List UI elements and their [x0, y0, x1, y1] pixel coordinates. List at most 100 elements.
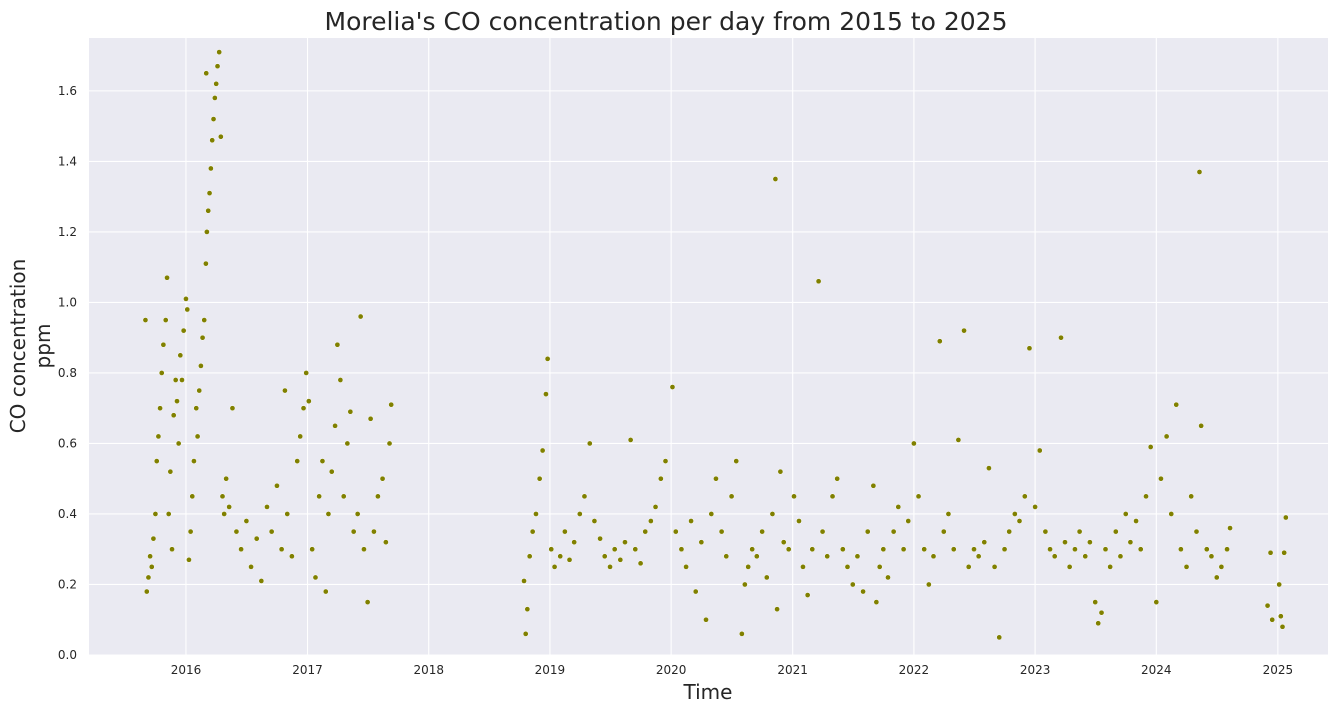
- data-point: [921, 546, 928, 553]
- data-point: [148, 564, 155, 570]
- data-point: [167, 468, 174, 475]
- data-point: [1066, 564, 1073, 570]
- data-point: [1117, 553, 1124, 560]
- data-point: [849, 581, 856, 588]
- data-point: [183, 296, 189, 302]
- data-point: [180, 327, 187, 334]
- y-axis-label-line-2: ppm: [31, 324, 55, 369]
- data-point: [522, 631, 529, 637]
- data-point: [723, 553, 730, 560]
- data-point: [975, 553, 982, 560]
- data-point: [1218, 564, 1225, 570]
- data-point: [282, 387, 288, 394]
- data-point: [386, 440, 393, 447]
- data-point: [611, 546, 618, 553]
- data-point: [191, 458, 197, 464]
- data-point: [844, 564, 851, 570]
- data-point: [571, 539, 578, 546]
- data-point: [950, 546, 957, 553]
- y-axis-label-line-1: CO concentration: [6, 259, 30, 434]
- data-point: [637, 560, 644, 567]
- data-point: [268, 528, 275, 535]
- data-point: [915, 493, 922, 500]
- data-point: [672, 528, 679, 535]
- data-point: [742, 581, 748, 588]
- data-point: [581, 493, 588, 500]
- data-point: [996, 634, 1003, 641]
- data-point: [312, 574, 319, 581]
- data-point: [713, 475, 719, 482]
- data-point: [364, 599, 371, 605]
- data-point: [1277, 613, 1284, 620]
- data-point: [1095, 620, 1102, 627]
- data-point: [229, 405, 236, 412]
- data-point: [880, 546, 887, 553]
- data-point: [187, 528, 194, 535]
- data-point: [576, 511, 583, 517]
- data-point: [642, 528, 649, 535]
- data-point: [193, 405, 200, 412]
- data-point: [337, 377, 344, 383]
- data-point: [526, 553, 533, 560]
- data-point: [551, 564, 558, 570]
- data-point: [1193, 528, 1200, 535]
- data-point: [354, 511, 361, 517]
- data-point: [1281, 549, 1288, 556]
- data-point: [208, 165, 214, 172]
- data-point: [367, 415, 374, 422]
- data-point: [238, 546, 244, 553]
- data-point: [223, 475, 229, 482]
- data-points: [142, 49, 1289, 641]
- data-point: [739, 631, 745, 637]
- data-point: [186, 556, 192, 563]
- data-point: [219, 493, 226, 500]
- data-point: [309, 546, 316, 553]
- data-point: [233, 528, 240, 535]
- data-point: [905, 518, 912, 524]
- data-point: [243, 518, 250, 524]
- data-point: [873, 599, 880, 605]
- data-point: [930, 553, 937, 560]
- data-point: [169, 546, 175, 553]
- data-point: [911, 440, 917, 447]
- data-point: [1112, 528, 1119, 535]
- data-point: [780, 539, 787, 546]
- data-point: [201, 317, 208, 323]
- data-point: [1058, 334, 1064, 341]
- data-point: [804, 592, 811, 598]
- data-point: [371, 528, 377, 535]
- data-point: [1102, 546, 1109, 553]
- data-point: [357, 313, 364, 320]
- x-tick-label: 2019: [535, 663, 566, 677]
- data-point: [216, 49, 223, 55]
- data-point: [683, 564, 689, 570]
- data-point: [834, 475, 841, 482]
- data-point: [1276, 581, 1283, 588]
- data-point: [981, 539, 988, 546]
- data-point: [264, 504, 270, 510]
- data-point: [1269, 616, 1276, 623]
- data-point: [749, 546, 756, 553]
- x-axis-label: Time: [683, 680, 733, 704]
- data-point: [203, 70, 210, 77]
- data-point: [316, 493, 322, 500]
- data-point: [217, 133, 224, 140]
- y-tick-label: 1.6: [58, 84, 77, 98]
- data-point: [332, 422, 338, 429]
- data-point: [1267, 549, 1274, 556]
- data-point: [854, 553, 861, 560]
- data-point: [350, 528, 357, 535]
- data-point: [1227, 525, 1233, 531]
- data-point: [1001, 546, 1008, 553]
- data-point: [278, 546, 285, 553]
- data-point: [162, 317, 169, 323]
- data-point: [900, 546, 907, 553]
- data-point: [175, 440, 182, 447]
- data-point: [1282, 514, 1289, 521]
- data-point: [319, 458, 326, 464]
- data-point: [1224, 546, 1230, 553]
- data-point: [521, 578, 527, 584]
- data-point: [322, 588, 329, 595]
- data-point: [147, 553, 153, 560]
- data-point: [971, 546, 977, 553]
